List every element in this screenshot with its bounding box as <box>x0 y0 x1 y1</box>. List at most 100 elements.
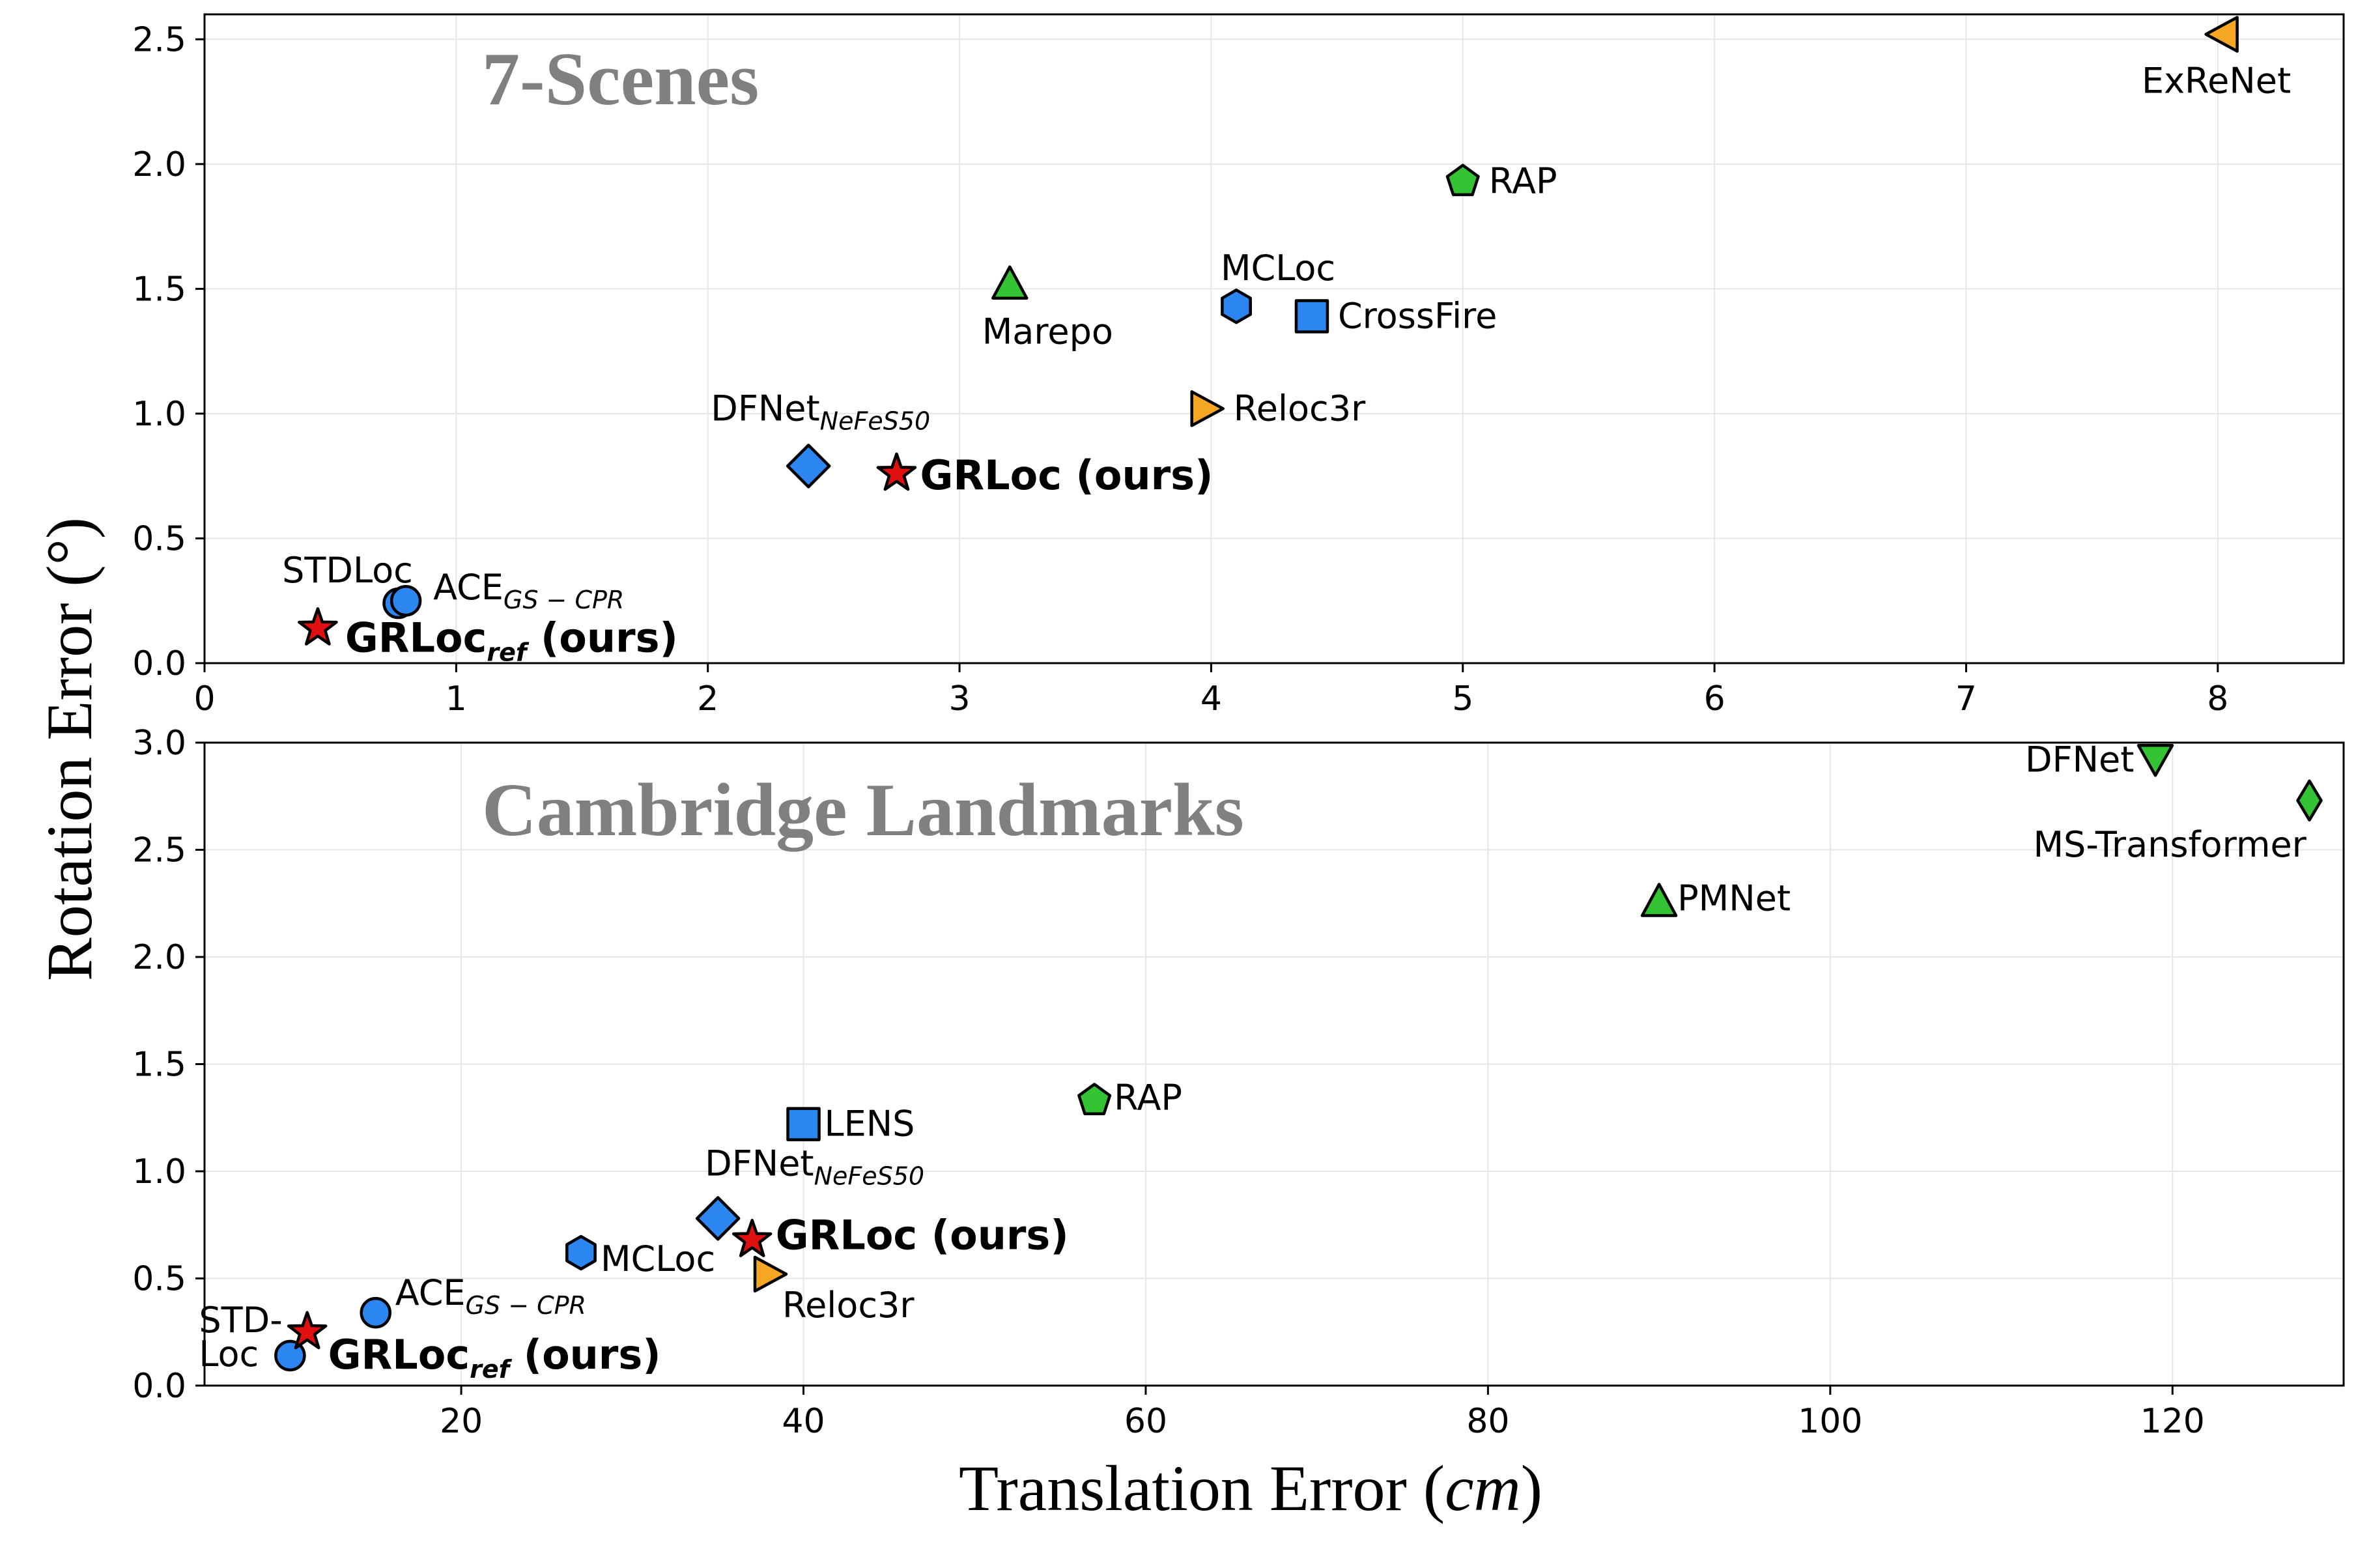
point-label-text: Loc <box>199 1333 259 1375</box>
y-tick-label: 1.5 <box>132 1046 186 1085</box>
point-label-mcloc: MCLoc <box>1221 248 1335 289</box>
point-label-grloc-ref-ours: GRLocref (ours) <box>328 1331 661 1384</box>
point-label-mcloc: MCLoc <box>601 1238 715 1279</box>
point-ace-gs-cpr <box>360 1296 391 1329</box>
point-label-subscript: NeFeS50 <box>814 1162 925 1190</box>
point-rap <box>1445 164 1480 197</box>
y-tick-label: 1.0 <box>132 395 186 434</box>
point-label-text: CrossFire <box>1338 296 1497 337</box>
point-marepo <box>991 265 1029 300</box>
point-mcloc <box>565 1234 597 1271</box>
point-label-text: DFNet <box>705 1143 814 1184</box>
point-pmnet <box>1640 883 1678 917</box>
point-label-text: GRLoc (ours) <box>776 1211 1069 1259</box>
y-tick-label: 3.0 <box>132 724 186 763</box>
plot-frame <box>203 13 2345 664</box>
point-lens <box>786 1107 821 1141</box>
point-dfnet-nefes50 <box>786 444 831 489</box>
point-label-suffix: (ours) <box>526 614 677 661</box>
point-label-dfnet-nefes50: DFNetNeFeS50 <box>705 1143 924 1190</box>
point-label-text: RAP <box>1114 1077 1182 1118</box>
point-label-subscript: ref <box>487 638 530 666</box>
point-label-text: GRLoc <box>328 1331 470 1378</box>
x-tick-label: 40 <box>782 1402 825 1441</box>
panel-cambridge-landmarks: 20 40 60 80 100 120 0.0 0.5 1.0 1.5 2.0 2.5 3.0 Cambr… <box>132 724 2345 1441</box>
point-grloc-ref-ours <box>287 1311 328 1350</box>
point-label-grloc-ref-ours: GRLocref (ours) <box>345 614 678 666</box>
y-tick-label: 0.5 <box>132 519 186 558</box>
point-label-text: ACE <box>395 1272 466 1313</box>
point-label-ace-gs-cpr: ACEGS − CPR <box>395 1272 586 1320</box>
point-label-text: Marepo <box>982 311 1113 352</box>
point-mcloc <box>1221 288 1252 324</box>
point-label-rap: RAP <box>1114 1077 1182 1118</box>
x-axis-label-main: Translation Error ( <box>959 1452 1445 1524</box>
y-tick-label: 1.5 <box>132 270 186 309</box>
y-tick-label: 1.0 <box>132 1152 186 1191</box>
point-label-exrenet: ExReNet <box>2142 61 2291 102</box>
x-tick-label: 80 <box>1466 1402 1509 1441</box>
point-label-marepo: Marepo <box>982 311 1113 352</box>
point-label-text: DFNet <box>711 388 819 429</box>
point-label-text: ExReNet <box>2142 61 2291 102</box>
point-label-grloc-ours: GRLoc (ours) <box>920 451 1213 499</box>
point-label-suffix: (ours) <box>509 1331 660 1378</box>
point-label-text: DFNet <box>2025 739 2134 780</box>
point-grloc-ours <box>876 452 917 491</box>
point-crossfire <box>1294 299 1329 334</box>
y-tick-label: 2.0 <box>132 145 186 184</box>
point-label-text: PMNet <box>1677 877 1791 919</box>
point-label-pmnet: PMNet <box>1677 877 1791 919</box>
x-tick-label: 5 <box>1452 679 1473 719</box>
point-label-text: GRLoc (ours) <box>920 451 1213 499</box>
point-label-stdloc: STD-Loc <box>199 1300 282 1375</box>
point-label-subscript: GS − CPR <box>504 586 624 614</box>
x-tick-label: 100 <box>1798 1402 1862 1441</box>
point-dfnet-nefes50 <box>695 1196 741 1241</box>
x-tick-label: 6 <box>1704 679 1725 719</box>
x-tick-label: 20 <box>440 1402 483 1441</box>
panel-7-scenes: 0 1 2 3 4 5 6 7 8 0.0 0.5 1.0 1.5 2.0 2.5 7-Scenes ExReN… <box>132 13 2345 719</box>
x-tick-label: 8 <box>2207 679 2228 719</box>
panel-title: Cambridge Landmarks <box>482 769 1244 852</box>
point-label-dfnet: DFNet <box>2025 739 2134 780</box>
x-tick-label: 7 <box>1955 679 1977 719</box>
point-label-lens: LENS <box>825 1104 915 1145</box>
x-tick-label: 60 <box>1124 1402 1167 1441</box>
point-label-ms-transformer: MS-Transformer <box>2033 824 2306 865</box>
x-axis-label-close: ) <box>1521 1452 1542 1524</box>
y-tick-label: 2.5 <box>132 831 186 870</box>
point-ms-transformer <box>2296 779 2323 822</box>
x-tick-label: 3 <box>949 679 971 719</box>
point-label-rap: RAP <box>1489 161 1557 202</box>
point-label-text: STD- <box>199 1300 282 1341</box>
point-label-text: LENS <box>825 1104 915 1145</box>
point-label-text: MCLoc <box>601 1238 715 1279</box>
x-tick-label: 4 <box>1200 679 1222 719</box>
point-label-subscript: ref <box>470 1355 513 1384</box>
point-label-ace-gs-cpr: ACEGS − CPR <box>433 567 624 614</box>
point-label-subscript: NeFeS50 <box>820 406 931 435</box>
x-tick-label: 120 <box>2140 1402 2205 1441</box>
point-label-text: ACE <box>433 567 504 608</box>
point-label-reloc3r: Reloc3r <box>1234 388 1366 429</box>
x-tick-label: 1 <box>446 679 467 719</box>
y-tick-label: 0.0 <box>132 644 186 683</box>
point-exrenet <box>2204 16 2239 53</box>
point-dfnet <box>2136 744 2174 777</box>
x-tick-label: 0 <box>193 679 215 719</box>
x-axis-label: Translation Error (cm) <box>959 1452 1542 1524</box>
point-label-text: MCLoc <box>1221 248 1335 289</box>
y-tick-label: 0.5 <box>132 1260 186 1299</box>
point-grloc-ours <box>731 1219 773 1257</box>
point-label-dfnet-nefes50: DFNetNeFeS50 <box>711 388 930 435</box>
point-label-text: RAP <box>1489 161 1557 202</box>
point-label-grloc-ours: GRLoc (ours) <box>776 1211 1069 1259</box>
y-tick-label: 2.0 <box>132 938 186 977</box>
point-label-subscript: GS − CPR <box>466 1291 586 1320</box>
point-label-reloc3r: Reloc3r <box>782 1285 915 1326</box>
point-reloc3r <box>1190 390 1225 427</box>
point-label-text: GRLoc <box>345 614 487 661</box>
y-tick-label: 0.0 <box>132 1367 186 1406</box>
